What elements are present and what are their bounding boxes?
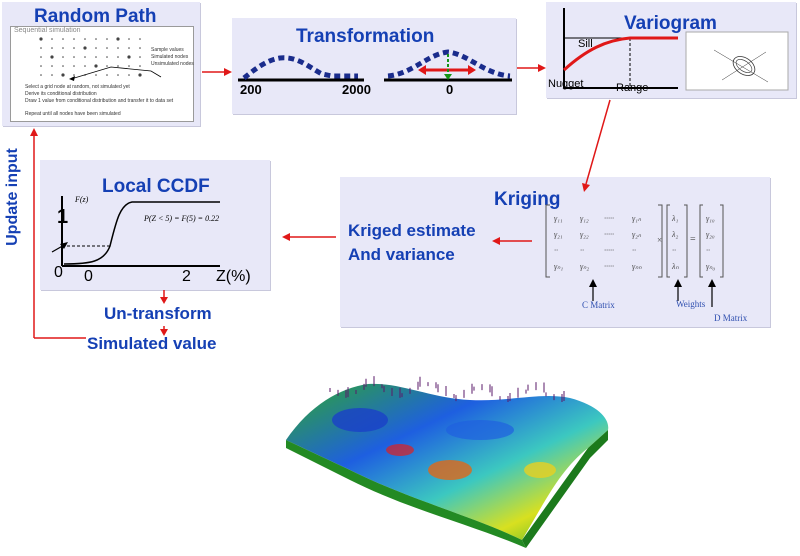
c-matrix-label: C Matrix [582, 300, 615, 310]
svg-text:γₙ₁: γₙ₁ [554, 262, 563, 271]
transformation-x-0: 0 [446, 82, 454, 97]
legend-sample: Sample values [151, 47, 184, 53]
ccdf-x-label: Z(%) [216, 268, 251, 285]
bullet-2: Derive its conditional distribution [25, 91, 97, 97]
ccdf-chart [51, 196, 220, 267]
ccdf-x-zero: 0 [84, 268, 93, 285]
legend-unsimulated: Unsimulated nodes [151, 61, 194, 67]
svg-text:γ₁₁: γ₁₁ [554, 214, 563, 223]
variogram-chart [562, 8, 789, 91]
variogram-range: Range [616, 82, 649, 94]
random-path-grid [39, 37, 162, 81]
svg-text:γ₁₂: γ₁₂ [580, 214, 589, 223]
bullet-3: Draw 1 value from conditional distributi… [25, 98, 174, 104]
svg-text:γₙₙ: γₙₙ [632, 262, 642, 271]
svg-text:·····: ····· [604, 230, 614, 239]
svg-text:··: ·· [554, 246, 558, 255]
svg-text:λ₂: λ₂ [671, 230, 678, 239]
svg-text:··: ·· [672, 246, 676, 255]
svg-text:··: ·· [706, 246, 710, 255]
svg-text:γₙ₂: γₙ₂ [580, 262, 589, 271]
ccdf-x-two: 2 [182, 268, 191, 285]
ccdf-formula: P(Z < 5) = F(5) = 0.22 [144, 214, 220, 223]
equals-sign: = [690, 234, 696, 245]
kriging-panel [340, 177, 770, 327]
svg-text:γ₂ₙ: γ₂ₙ [632, 230, 642, 239]
legend-simulated: Simulated nodes [151, 54, 189, 60]
transformation-curves [238, 49, 512, 82]
ccdf-x-zero-outer: 0 [54, 264, 63, 281]
local-ccdf-title: Local CCDF [102, 176, 210, 197]
transformation-x-200: 200 [240, 82, 262, 97]
svg-text:·····: ····· [604, 246, 614, 255]
weights-label: Weights [676, 299, 706, 309]
random-path-slide: Sequential simulation Sample values Simu… [10, 26, 194, 122]
ccdf-y-one: 1 [57, 206, 69, 228]
d-matrix-label: D Matrix [714, 313, 748, 323]
svg-text:·····: ····· [604, 262, 614, 271]
variogram-sill: Sill [578, 38, 593, 50]
svg-text:λₙ: λₙ [671, 262, 679, 271]
svg-text:·····: ····· [604, 214, 614, 223]
slide-title: Sequential simulation [14, 27, 81, 34]
variogram-nugget: Nugget [548, 78, 584, 90]
local-ccdf-panel [40, 160, 270, 290]
multiply-sign: × [657, 235, 663, 245]
random-path-title: Random Path [34, 6, 157, 27]
kriging-matrices: γ₁₁ γ₁₂ ····· γ₁ₙ γ₂₁ γ₂₂ ····· γ₂ₙ ·· ·· ····· ·… [545, 204, 724, 307]
ccdf-y-axis-label: F(z) [75, 195, 89, 204]
svg-text:γ₂₂: γ₂₂ [580, 230, 589, 239]
svg-text:γ₁ₙ: γ₁ₙ [632, 214, 642, 223]
bullet-1: Select a grid node at random, not simula… [25, 84, 130, 90]
svg-text:··: ·· [580, 246, 584, 255]
variogram-title: Variogram [624, 13, 717, 34]
bullet-4: Repeat until all nodes have been simulat… [25, 111, 121, 117]
kriging-title: Kriging [494, 189, 561, 210]
svg-text:γₙ₀: γₙ₀ [706, 262, 715, 271]
kriged-estimate-label: Kriged estimate [348, 221, 476, 240]
svg-text:γ₁₀: γ₁₀ [706, 214, 715, 223]
svg-text:γ₂₁: γ₂₁ [554, 230, 563, 239]
transformation-x-2000: 2000 [342, 82, 371, 97]
transformation-title: Transformation [296, 26, 435, 47]
simulated-value-label: Simulated value [87, 334, 217, 353]
un-transform-label: Un-transform [104, 304, 212, 323]
svg-text:γ₂₀: γ₂₀ [706, 230, 715, 239]
variance-label: And variance [348, 245, 455, 264]
svg-text:··: ·· [632, 246, 636, 255]
svg-text:λ₁: λ₁ [671, 214, 678, 223]
